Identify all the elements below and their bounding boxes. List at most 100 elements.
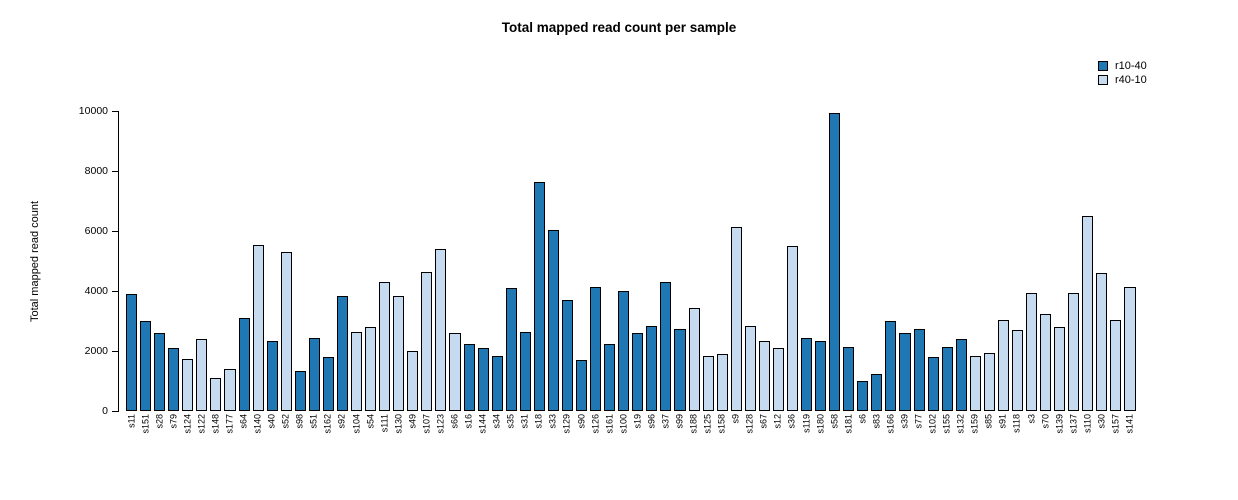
bar-group-s66: s66 (449, 111, 461, 429)
x-tick-label-s11: s11 (126, 414, 137, 428)
bar-group-s90: s90 (576, 111, 588, 429)
x-tick-label-s148: s148 (210, 414, 221, 434)
bar-group-s28: s28 (154, 111, 166, 429)
x-tick-label-s31: s31 (519, 414, 530, 429)
bar-group-s132: s132 (955, 111, 967, 434)
bar-s137 (1068, 292, 1080, 411)
legend-item-r40-10: r40-10 (1098, 73, 1147, 87)
bar-s139 (1054, 327, 1066, 411)
x-tick-label-s162: s162 (322, 414, 333, 434)
y-axis-tick (112, 351, 119, 352)
x-tick-label-s128: s128 (744, 414, 755, 434)
bar-s118 (1011, 330, 1023, 411)
x-tick-label-s36: s36 (786, 414, 797, 429)
bar-group-s85: s85 (983, 111, 995, 429)
bar-s9 (730, 226, 742, 411)
bar-s111 (379, 282, 391, 411)
x-tick-label-s137: s137 (1068, 414, 1079, 434)
x-tick-label-s123: s123 (435, 414, 446, 434)
bar-group-s137: s137 (1068, 111, 1080, 434)
bar-group-s64: s64 (238, 111, 250, 429)
bar-s40 (266, 340, 278, 411)
x-tick-label-s12: s12 (772, 414, 783, 429)
bar-s66 (449, 333, 461, 411)
bar-group-s159: s159 (969, 111, 981, 434)
x-tick-label-s104: s104 (351, 414, 362, 434)
x-tick-label-s66: s66 (449, 414, 460, 429)
bar-s30 (1096, 273, 1108, 411)
x-tick-label-s100: s100 (618, 414, 629, 434)
bar-group-s98: s98 (294, 111, 306, 429)
bar-group-s6: s6 (857, 111, 869, 424)
y-axis-tick-label: 0 (102, 405, 108, 417)
bar-s162 (322, 357, 334, 411)
x-tick-label-s125: s125 (702, 414, 713, 434)
y-axis-title: Total mapped read count (29, 200, 41, 322)
bar-group-s107: s107 (421, 111, 433, 434)
x-tick-label-s92: s92 (336, 414, 347, 429)
bar-group-s188: s188 (688, 111, 700, 434)
bar-s141 (1124, 286, 1136, 411)
bar-group-s3: s3 (1026, 111, 1038, 424)
bar-s119 (801, 337, 813, 411)
bar-s6 (857, 381, 869, 411)
x-tick-label-s110: s110 (1082, 414, 1093, 433)
x-tick-label-s51: s51 (308, 414, 319, 429)
bar-s166 (885, 321, 897, 411)
bar-s18 (533, 181, 545, 411)
x-tick-label-s126: s126 (590, 414, 601, 434)
y-axis-tick-label: 4000 (84, 285, 108, 297)
legend-label-r10-40: r10-40 (1115, 60, 1147, 72)
x-tick-label-s85: s85 (983, 414, 994, 429)
bar-group-s40: s40 (266, 111, 278, 429)
bar-s126 (590, 286, 602, 411)
y-axis: 0 2000 4000 6000 8000 10000 (79, 105, 119, 417)
bar-s90 (576, 360, 588, 411)
bar-s100 (618, 291, 630, 411)
x-tick-label-s129: s129 (561, 414, 572, 434)
x-tick-label-s107: s107 (421, 414, 432, 434)
x-tick-label-s39: s39 (899, 414, 910, 429)
bar-group-s34: s34 (491, 111, 503, 429)
x-tick-label-s98: s98 (294, 414, 305, 429)
x-tick-label-s18: s18 (533, 414, 544, 429)
x-tick-label-s161: s161 (604, 414, 615, 434)
x-tick-label-s119: s119 (801, 414, 812, 433)
bar-s140 (252, 244, 264, 411)
bar-group-s140: s140 (252, 111, 264, 434)
bar-s180 (815, 340, 827, 411)
bar-s35 (505, 288, 517, 411)
bar-group-s9: s9 (730, 111, 742, 424)
bar-group-s35: s35 (505, 111, 517, 429)
x-tick-label-s54: s54 (365, 414, 376, 429)
bar-s58 (829, 112, 841, 411)
y-axis-tick-label: 8000 (84, 165, 108, 177)
bar-s3 (1026, 292, 1038, 411)
legend-item-r10-40: r10-40 (1098, 59, 1147, 73)
bar-group-s96: s96 (646, 111, 658, 429)
bar-s98 (294, 370, 306, 411)
x-tick-label-s141: s141 (1124, 414, 1135, 434)
y-axis-tick-label: 6000 (84, 225, 108, 237)
bar-group-s102: s102 (927, 111, 939, 434)
bar-s148 (210, 378, 222, 411)
bar-s70 (1040, 313, 1052, 411)
bar-group-s144: s144 (477, 111, 489, 434)
bar-group-s52: s52 (280, 111, 292, 429)
bar-group-s83: s83 (871, 111, 883, 429)
bar-s124 (182, 358, 194, 411)
bar-group-s125: s125 (702, 111, 714, 434)
bar-s151 (140, 321, 152, 411)
y-axis-tick (112, 171, 119, 172)
bar-group-s12: s12 (772, 111, 784, 429)
bar-group-s162: s162 (322, 111, 334, 434)
bar-group-s33: s33 (547, 111, 559, 429)
bar-group-s151: s151 (140, 111, 152, 434)
x-tick-label-s77: s77 (913, 414, 924, 429)
x-tick-label-s79: s79 (168, 414, 179, 429)
bar-s16 (463, 343, 475, 411)
x-tick-label-s188: s188 (688, 414, 699, 434)
bar-group-s139: s139 (1054, 111, 1066, 434)
bar-group-s118: s118 (1011, 111, 1023, 433)
x-tick-label-s37: s37 (660, 414, 671, 429)
